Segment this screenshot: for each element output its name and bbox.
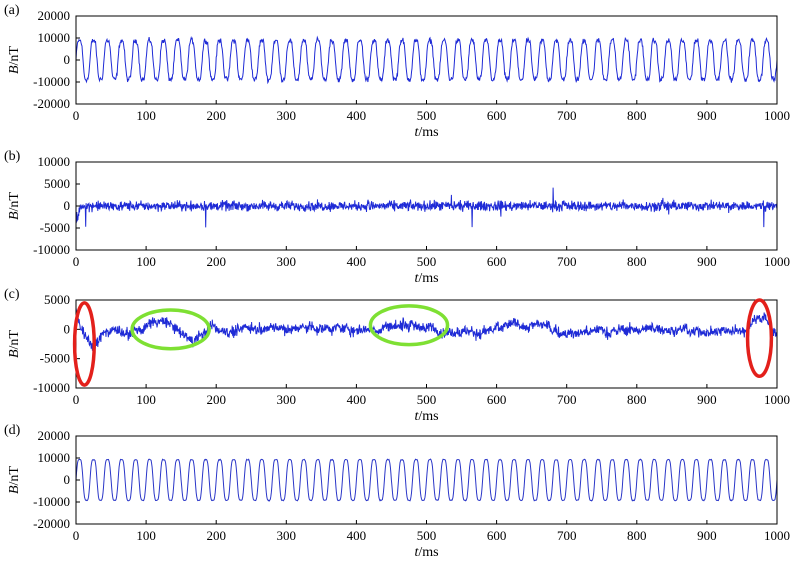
x-tick-label: 400	[347, 528, 367, 543]
y-tick-label: -5000	[40, 220, 70, 235]
x-axis-label: t/ms	[414, 271, 438, 286]
x-tick-label: 500	[417, 392, 437, 407]
chart-panel: 0 100 200 300 400 500 600 700 800 900 1000 -20000 -1…	[4, 423, 790, 560]
x-tick-label: 0	[73, 108, 80, 123]
x-tick-label: 100	[136, 528, 156, 543]
y-tick-label: 0	[64, 52, 71, 67]
x-axis-label: t/ms	[414, 125, 438, 140]
x-axis-label: t/ms	[414, 545, 438, 560]
highlight-ellipse	[72, 301, 96, 387]
y-tick-label: -20000	[33, 516, 70, 531]
y-tick-label: 20000	[38, 428, 71, 443]
x-tick-label: 100	[136, 108, 156, 123]
x-tick-label: 900	[697, 254, 717, 269]
panel-label: (d)	[4, 423, 21, 438]
x-tick-label: 700	[557, 254, 577, 269]
x-tick-label: 400	[347, 254, 367, 269]
x-tick-label: 600	[487, 528, 507, 543]
x-tick-label: 0	[73, 254, 80, 269]
y-tick-label: 0	[64, 472, 71, 487]
y-tick-label: 5000	[44, 176, 70, 191]
x-tick-label: 400	[347, 392, 367, 407]
x-tick-label: 900	[697, 528, 717, 543]
x-tick-label: 500	[417, 528, 437, 543]
y-tick-label: -10000	[33, 74, 70, 89]
x-tick-label: 300	[277, 108, 297, 123]
x-tick-label: 900	[697, 392, 717, 407]
x-tick-label: 600	[487, 392, 507, 407]
x-tick-label: 1000	[764, 254, 790, 269]
x-tick-label: 800	[627, 108, 647, 123]
y-tick-label: -20000	[33, 96, 70, 111]
panel-label: (a)	[4, 3, 20, 18]
x-tick-label: 800	[627, 254, 647, 269]
y-tick-label: -10000	[33, 242, 70, 257]
x-tick-label: 200	[206, 108, 226, 123]
y-tick-label: 10000	[38, 154, 71, 169]
x-tick-label: 300	[277, 528, 297, 543]
highlight-ellipse	[368, 304, 450, 347]
x-tick-label: 600	[487, 254, 507, 269]
y-tick-label: -5000	[40, 351, 70, 366]
y-tick-label: 0	[64, 198, 71, 213]
x-tick-label: 200	[206, 528, 226, 543]
x-tick-label: 300	[277, 254, 297, 269]
panel-label: (c)	[4, 287, 20, 302]
x-tick-label: 300	[277, 392, 297, 407]
highlight-ellipse	[130, 308, 211, 351]
y-tick-label: -10000	[33, 380, 70, 395]
y-tick-label: 10000	[38, 30, 71, 45]
x-tick-label: 800	[627, 392, 647, 407]
series-line	[76, 308, 777, 351]
x-tick-label: 700	[557, 392, 577, 407]
x-tick-label: 1000	[764, 528, 790, 543]
x-tick-label: 500	[417, 108, 437, 123]
series-line	[76, 458, 777, 502]
chart-panel: 0 100 200 300 400 500 600 700 800 900 1000 -10000 -5…	[4, 287, 790, 424]
x-tick-label: 100	[136, 392, 156, 407]
x-tick-label: 600	[487, 108, 507, 123]
x-tick-label: 0	[73, 528, 80, 543]
y-tick-label: 10000	[38, 450, 71, 465]
chart-panel: 0 100 200 300 400 500 600 700 800 900 1000 -20000 -1…	[4, 3, 790, 140]
y-tick-label: 0	[64, 321, 71, 336]
series-line	[76, 35, 777, 85]
x-tick-label: 700	[557, 528, 577, 543]
x-tick-label: 100	[136, 254, 156, 269]
x-tick-label: 200	[206, 254, 226, 269]
x-axis-label: t/ms	[414, 409, 438, 424]
x-tick-label: 0	[73, 392, 80, 407]
x-tick-label: 800	[627, 528, 647, 543]
y-tick-label: 5000	[44, 292, 70, 307]
x-tick-label: 1000	[764, 108, 790, 123]
y-axis-label: B/nT	[7, 466, 22, 494]
y-axis-label: B/nT	[7, 46, 22, 74]
x-tick-label: 500	[417, 254, 437, 269]
panel-label: (b)	[4, 149, 21, 164]
y-tick-label: 20000	[38, 8, 71, 23]
x-tick-label: 200	[206, 392, 226, 407]
highlight-ellipse	[745, 298, 774, 379]
y-axis-label: B/nT	[7, 192, 22, 220]
y-tick-label: -10000	[33, 494, 70, 509]
x-tick-label: 900	[697, 108, 717, 123]
x-tick-label: 400	[347, 108, 367, 123]
y-axis-label: B/nT	[7, 330, 22, 358]
series-line	[76, 187, 777, 228]
x-tick-label: 1000	[764, 392, 790, 407]
x-tick-label: 700	[557, 108, 577, 123]
chart-panel: 0 100 200 300 400 500 600 700 800 900 1000 -10000 -5…	[4, 149, 790, 286]
